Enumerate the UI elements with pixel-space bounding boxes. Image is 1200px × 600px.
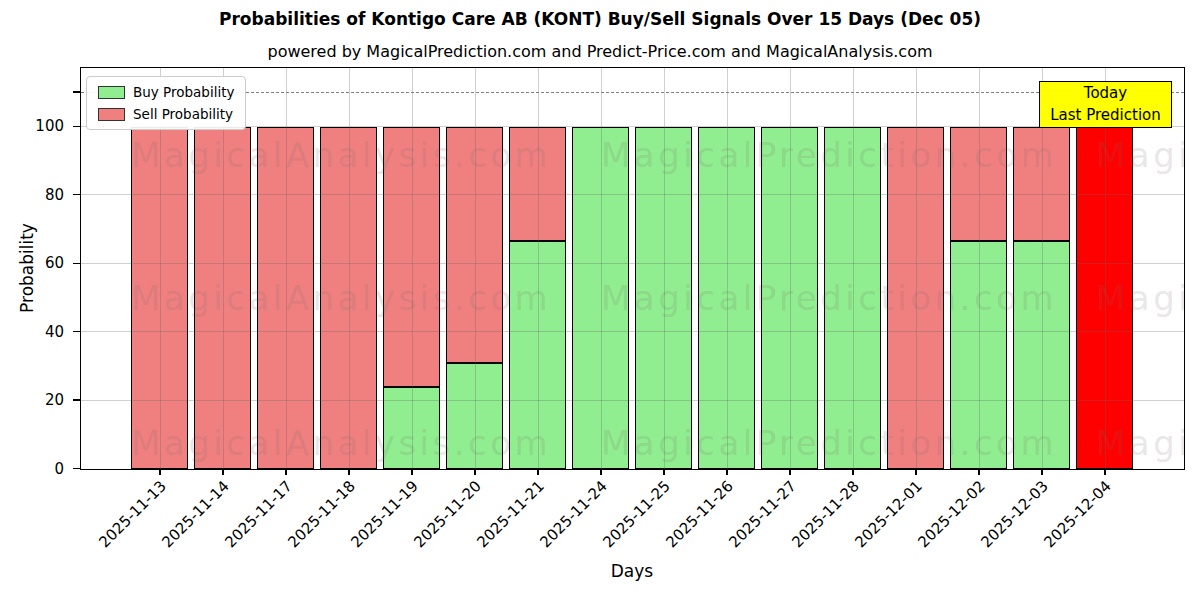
x-tick-mark xyxy=(1104,470,1105,475)
x-tick-mark xyxy=(222,470,223,475)
x-tick-mark xyxy=(411,470,412,475)
x-tick-mark xyxy=(978,470,979,475)
buy-swatch-icon xyxy=(98,86,125,99)
x-tick-mark xyxy=(537,470,538,475)
plot-area: MagicalAnalysis.comMagicalPrediction.com… xyxy=(80,67,1185,470)
y-tick-mark xyxy=(73,194,80,195)
threshold-dashed-line xyxy=(81,92,1184,93)
today-annotation-line1: Today xyxy=(1084,83,1127,105)
y-tick-label: 60 xyxy=(18,254,64,272)
sell-swatch-icon xyxy=(98,108,125,121)
x-tick-mark xyxy=(726,470,727,475)
x-tick-mark xyxy=(789,470,790,475)
y-tick-mark xyxy=(73,91,80,92)
y-tick-label: 40 xyxy=(18,323,64,341)
legend-label-sell: Sell Probability xyxy=(133,106,233,122)
y-tick-mark xyxy=(73,399,80,400)
today-annotation-line2: Last Prediction xyxy=(1050,105,1161,127)
y-tick-label: 0 xyxy=(18,460,64,478)
y-tick-mark xyxy=(73,263,80,264)
chart-title: Probabilities of Kontigo Care AB (KONT) … xyxy=(0,9,1200,29)
x-tick-mark xyxy=(915,470,916,475)
chart-subtitle: powered by MagicalPrediction.com and Pre… xyxy=(0,42,1200,61)
y-tick-mark xyxy=(73,126,80,127)
y-tick-mark xyxy=(73,468,80,469)
x-tick-mark xyxy=(852,470,853,475)
x-tick-mark xyxy=(474,470,475,475)
today-annotation: Today Last Prediction xyxy=(1039,81,1172,128)
legend-item-sell: Sell Probability xyxy=(98,106,234,122)
x-axis-label: Days xyxy=(572,561,692,581)
legend-label-buy: Buy Probability xyxy=(133,84,234,100)
x-tick-mark xyxy=(159,470,160,475)
y-tick-label: 100 xyxy=(18,117,64,135)
x-tick-mark xyxy=(348,470,349,475)
x-tick-mark xyxy=(1041,470,1042,475)
x-tick-mark xyxy=(285,470,286,475)
legend: Buy Probability Sell Probability xyxy=(86,76,246,130)
x-tick-mark xyxy=(663,470,664,475)
legend-item-buy: Buy Probability xyxy=(98,84,234,100)
x-tick-mark xyxy=(600,470,601,475)
y-tick-mark xyxy=(73,331,80,332)
chart-figure: Probabilities of Kontigo Care AB (KONT) … xyxy=(0,0,1200,600)
y-tick-label: 80 xyxy=(18,186,64,204)
y-tick-label: 20 xyxy=(18,391,64,409)
